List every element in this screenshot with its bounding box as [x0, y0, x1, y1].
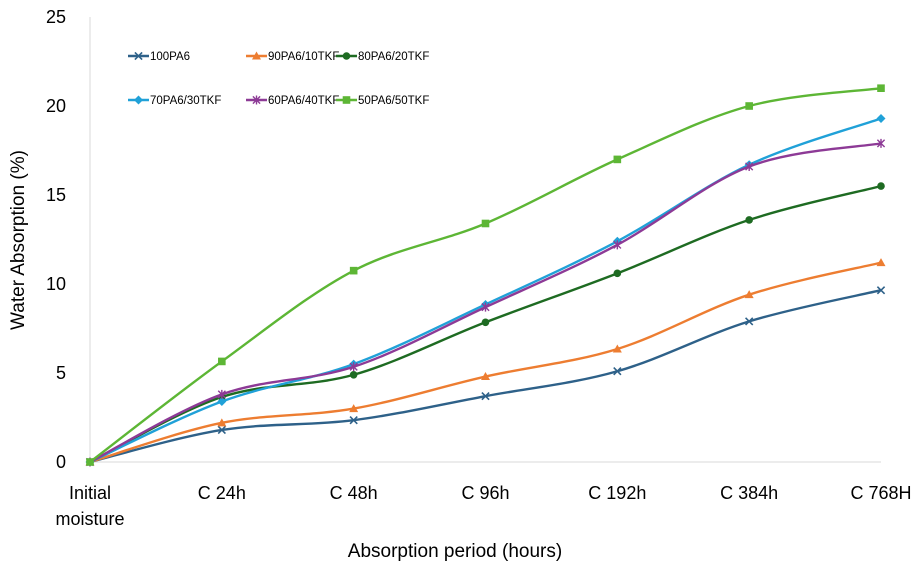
data-point — [745, 216, 753, 224]
data-point — [744, 290, 754, 299]
legend-label: 90PA6/10TKF — [268, 51, 339, 63]
legend: 100PA6 90PA6/10TKF 80PA6/20TKF 70PA6/30TKF 6… — [128, 51, 429, 107]
data-point — [349, 370, 358, 379]
data-point — [349, 416, 358, 425]
legend-label: 70PA6/30TKF — [150, 95, 221, 107]
data-point — [876, 113, 886, 123]
data-point — [613, 367, 622, 376]
y-tick-labels: 0 5 10 15 20 25 — [46, 7, 66, 472]
y-tick-label: 20 — [46, 96, 66, 116]
x-axis-title: Absorption period (hours) — [348, 541, 562, 562]
x-tick-label: C 24h — [198, 483, 246, 503]
data-point — [349, 362, 358, 372]
data-point — [745, 102, 753, 110]
data-point — [612, 344, 622, 353]
y-tick-label: 15 — [46, 185, 66, 205]
data-point — [613, 155, 622, 164]
data-point — [86, 458, 94, 466]
data-point — [481, 318, 490, 327]
data-point — [876, 258, 886, 267]
x-tick-label: Initial moisture — [55, 483, 124, 529]
legend-item: 50PA6/50TKF — [336, 95, 429, 107]
data-point — [217, 418, 227, 427]
data-point — [481, 302, 490, 312]
data-point — [613, 269, 622, 278]
legend-label: 80PA6/20TKF — [358, 51, 429, 63]
legend-item: 80PA6/20TKF — [336, 51, 429, 63]
data-point — [134, 95, 143, 105]
y-tick-label: 25 — [46, 7, 66, 27]
legend-item: 100PA6 — [128, 51, 190, 63]
data-point — [342, 96, 351, 104]
data-point — [349, 266, 358, 275]
y-axis-title: Water Absorption (%) — [8, 150, 29, 330]
legend-item: 60PA6/40TKF — [246, 95, 339, 107]
data-point — [876, 286, 886, 295]
legend-label: 100PA6 — [150, 51, 190, 63]
data-point — [876, 138, 886, 148]
data-point — [481, 372, 490, 381]
data-point — [745, 162, 754, 172]
legend-item: 90PA6/10TKF — [246, 51, 339, 63]
series-100pa6 — [85, 286, 886, 467]
data-point — [481, 391, 490, 401]
series-layer — [85, 84, 886, 467]
series-60pa6-40tkf — [85, 138, 886, 467]
series-90pa6-10tkf — [85, 258, 886, 466]
data-point — [877, 182, 885, 190]
y-tick-label: 0 — [56, 452, 66, 472]
x-tick-label: C 768H — [850, 483, 911, 503]
data-point — [252, 95, 261, 105]
data-point — [217, 425, 226, 435]
series-50pa6-50tkf — [86, 84, 885, 466]
data-point — [342, 52, 351, 60]
chart-axes — [89, 17, 881, 463]
y-tick-label: 5 — [56, 363, 66, 383]
legend-item: 70PA6/30TKF — [128, 95, 221, 107]
data-point — [217, 389, 226, 399]
x-tick-labels: Initial moisture C 24h C 48h C 96h C 192h C 38… — [55, 483, 911, 529]
data-point — [218, 357, 226, 366]
x-tick-label: C 96h — [461, 483, 509, 503]
data-point — [877, 84, 885, 92]
legend-label: 60PA6/40TKF — [268, 95, 339, 107]
data-point — [481, 219, 490, 228]
y-tick-label: 10 — [46, 274, 66, 294]
data-point — [134, 51, 143, 61]
x-tick-label: C 384h — [720, 483, 778, 503]
data-point — [217, 396, 227, 406]
data-point — [349, 404, 359, 413]
data-point — [252, 51, 261, 60]
data-point — [745, 317, 754, 326]
x-tick-label: C 48h — [330, 483, 378, 503]
legend-label: 50PA6/50TKF — [358, 95, 429, 107]
x-tick-label: C 192h — [588, 483, 646, 503]
data-point — [613, 240, 622, 250]
